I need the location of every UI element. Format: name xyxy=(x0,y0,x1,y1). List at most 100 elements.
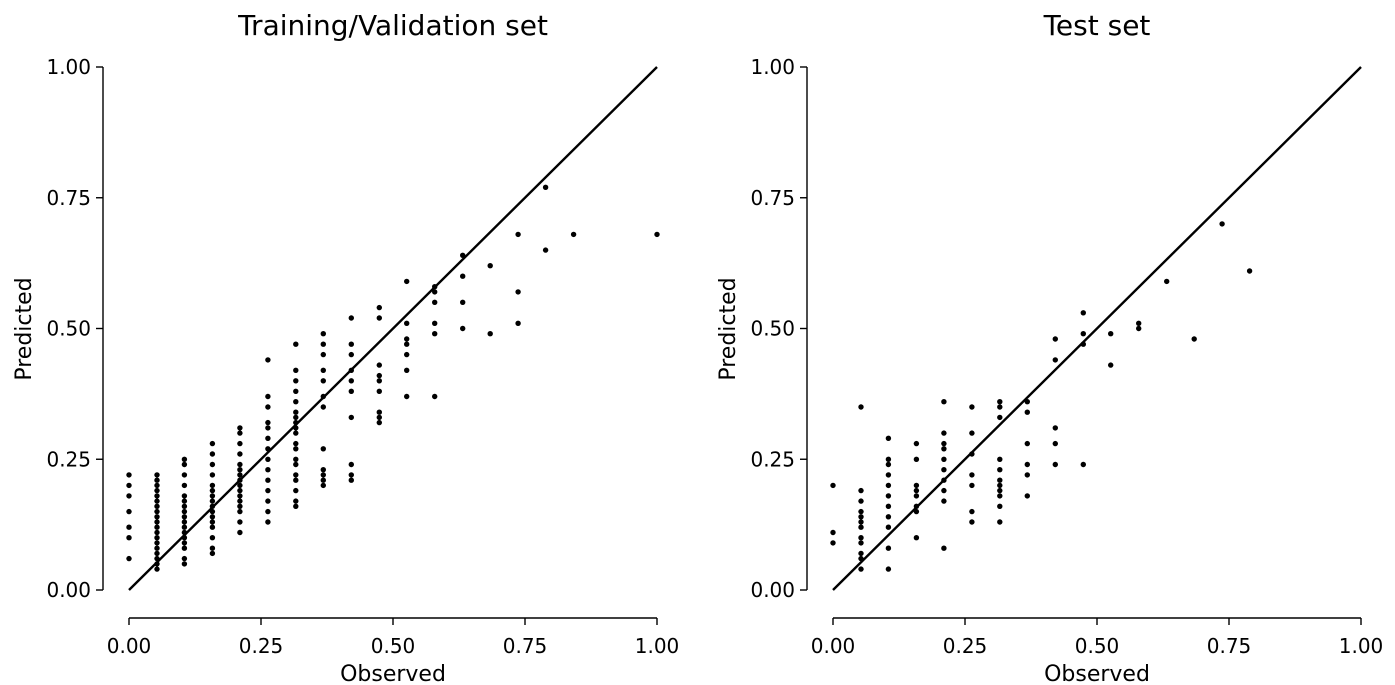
data-point xyxy=(265,425,271,431)
data-point xyxy=(293,341,299,347)
data-point xyxy=(858,498,864,504)
data-point xyxy=(154,472,160,478)
chart-title: Training/Validation set xyxy=(237,9,548,42)
data-point xyxy=(348,472,354,478)
data-point xyxy=(404,336,410,342)
data-point xyxy=(1108,331,1114,337)
data-point xyxy=(181,540,188,546)
x-tick-label: 0.50 xyxy=(1075,634,1120,658)
data-point xyxy=(209,524,216,530)
data-point xyxy=(515,289,521,295)
data-point xyxy=(941,446,947,452)
chart-title: Test set xyxy=(1043,9,1151,42)
data-point xyxy=(126,472,132,478)
data-point xyxy=(126,535,132,541)
data-point xyxy=(265,456,271,462)
y-axis-label: Predicted xyxy=(12,277,37,380)
data-point xyxy=(941,440,947,447)
data-point xyxy=(432,331,438,337)
data-point xyxy=(404,367,410,373)
identity-line xyxy=(832,66,1362,591)
data-point xyxy=(348,341,354,347)
data-point xyxy=(404,320,410,326)
data-point xyxy=(1024,493,1030,499)
data-point xyxy=(997,493,1003,499)
y-tick-label: 0.50 xyxy=(46,317,91,341)
data-point xyxy=(237,451,243,457)
data-point xyxy=(1024,472,1030,478)
y-tick-label: 0.75 xyxy=(46,186,91,210)
data-point xyxy=(181,472,188,478)
data-point xyxy=(237,461,243,468)
data-point xyxy=(348,477,354,483)
data-point xyxy=(293,456,299,462)
data-point xyxy=(1219,221,1225,227)
x-tick-label: 1.00 xyxy=(1339,634,1384,658)
data-point xyxy=(885,461,892,468)
data-point xyxy=(941,545,947,551)
data-point xyxy=(969,519,975,525)
data-point xyxy=(404,351,410,358)
data-point xyxy=(237,425,243,431)
data-point xyxy=(858,519,864,525)
data-point xyxy=(885,503,892,509)
data-point xyxy=(570,231,577,238)
data-point xyxy=(885,545,892,551)
data-point xyxy=(293,498,299,504)
data-point xyxy=(969,404,975,410)
data-point xyxy=(1136,325,1142,332)
data-point xyxy=(997,503,1003,509)
data-point xyxy=(941,477,947,483)
data-point xyxy=(181,508,188,515)
test-set-panel: Test set Observed Predicted 0.00 0.25 0.50… xyxy=(716,9,1383,685)
data-point xyxy=(181,524,188,530)
data-point xyxy=(348,315,354,321)
y-tick-label: 0.25 xyxy=(750,447,795,471)
data-point xyxy=(154,550,160,557)
data-point xyxy=(913,508,920,515)
data-point xyxy=(154,519,160,525)
data-point xyxy=(941,456,947,462)
data-point xyxy=(997,456,1003,462)
y-tick-label: 1.00 xyxy=(46,55,91,79)
x-tick-label: 0.00 xyxy=(107,634,152,658)
data-point xyxy=(1191,336,1197,342)
data-point xyxy=(913,503,920,509)
data-point xyxy=(293,419,299,426)
data-point xyxy=(320,467,326,473)
data-point xyxy=(969,482,975,489)
data-point xyxy=(858,404,864,410)
data-point xyxy=(320,393,326,400)
data-point xyxy=(237,498,243,504)
data-point xyxy=(830,540,836,546)
data-point xyxy=(542,184,549,190)
data-point xyxy=(460,273,466,279)
data-point xyxy=(293,503,299,509)
data-point xyxy=(209,472,216,478)
data-point xyxy=(885,524,892,530)
data-point xyxy=(265,419,271,426)
data-point xyxy=(1080,341,1086,347)
x-axis-label: Observed xyxy=(340,662,446,685)
data-point xyxy=(376,414,382,421)
data-point xyxy=(1024,399,1030,405)
data-point xyxy=(293,388,299,394)
data-point xyxy=(858,550,864,557)
data-point xyxy=(941,487,947,494)
data-point xyxy=(181,498,188,504)
data-point xyxy=(941,467,947,473)
data-point xyxy=(969,472,975,478)
data-point xyxy=(265,498,271,504)
data-point xyxy=(885,493,892,499)
data-point xyxy=(830,529,836,536)
data-point xyxy=(997,414,1003,421)
data-point xyxy=(460,299,466,305)
data-point xyxy=(154,503,160,509)
data-point xyxy=(1052,336,1058,342)
data-point xyxy=(432,393,438,400)
data-point xyxy=(237,430,243,436)
data-point xyxy=(913,440,920,447)
x-tick-label: 0.25 xyxy=(943,634,988,658)
data-point xyxy=(154,545,160,551)
data-point xyxy=(209,535,216,541)
